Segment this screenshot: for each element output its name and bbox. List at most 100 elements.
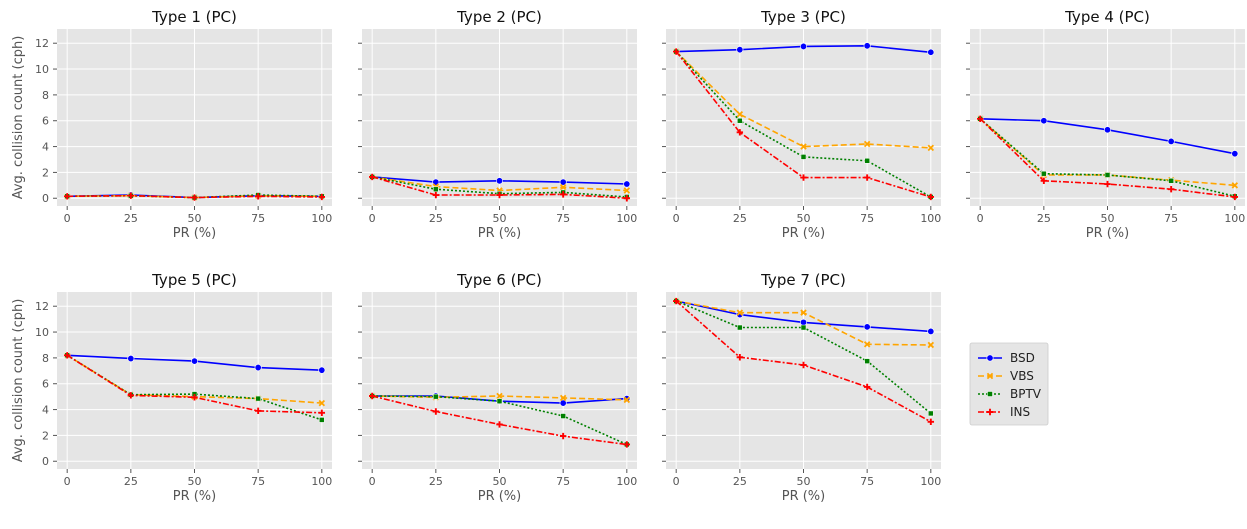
data-point-bptv [255, 395, 261, 402]
data-point-bsd [863, 323, 871, 331]
data-point-bptv [319, 417, 325, 423]
data-point-bptv [800, 154, 807, 160]
data-point-ins [1167, 186, 1175, 193]
data-point-ins [672, 48, 680, 55]
data-point-ins [191, 394, 198, 401]
data-point-ins [1104, 180, 1111, 188]
data-point-vbs [559, 184, 567, 191]
data-point-ins [800, 361, 807, 369]
x-tick-label: 0 [673, 212, 680, 225]
data-point-vbs [800, 143, 807, 150]
data-point-ins [63, 193, 71, 200]
x-tick-label: 100 [1224, 212, 1245, 225]
x-tick-label: 50 [188, 212, 202, 225]
data-point-vbs [559, 394, 567, 402]
data-point-bptv [433, 186, 439, 192]
data-point-vbs [623, 187, 631, 194]
x-axis-label: PR (%) [782, 226, 826, 241]
data-point-vbs [927, 144, 935, 152]
x-tick-label: 0 [977, 212, 984, 225]
data-point-ins [800, 174, 807, 181]
series-line-ins [67, 194, 322, 199]
x-tick-label: 25 [1037, 212, 1051, 225]
y-tick-label: 2 [42, 166, 49, 179]
data-point-vbs [623, 396, 631, 404]
data-point-vbs [496, 392, 503, 400]
data-point-ins [623, 441, 631, 448]
data-point-bsd [559, 178, 567, 186]
data-point-bptv [496, 398, 503, 404]
data-point-ins [368, 392, 376, 400]
y-tick-label: 0 [42, 455, 49, 468]
data-point-bsd [623, 180, 631, 188]
data-point-vbs [736, 309, 744, 316]
data-point-bsd [927, 327, 935, 335]
x-tick-label: 25 [733, 212, 747, 225]
data-point-ins [127, 192, 135, 199]
x-tick-label: 100 [920, 212, 941, 225]
x-tick-label: 0 [369, 212, 376, 225]
y-axis-label: Avg. collision count (cph) [11, 36, 26, 200]
data-point-ins [63, 352, 71, 359]
data-point-ins [318, 193, 326, 201]
x-tick-label: 0 [64, 475, 71, 488]
legend-label-ins: INS [1010, 405, 1030, 419]
panel-title: Type 7 (PC) [760, 271, 846, 289]
panel-3: 0 25 50 75 100 PR (%) Type 3 (PC) [662, 8, 941, 241]
x-tick-label: 50 [493, 475, 507, 488]
data-point-vbs [927, 341, 935, 349]
x-tick-label: 75 [860, 212, 874, 225]
series-line-ins [66, 354, 322, 414]
data-point-vbs [1231, 182, 1239, 189]
data-point-bsd [799, 318, 807, 326]
x-tick-label: 75 [251, 475, 265, 488]
series-line-vbs [675, 51, 931, 149]
data-point-ins [1231, 193, 1239, 201]
panel-5: 0 2 4 6 8 10 12 0 25 50 75 100 PR (%) Avg. collision … [11, 271, 332, 504]
y-tick-label: 8 [42, 352, 49, 365]
data-point-bsd [127, 355, 135, 363]
legend-marker-vbs [986, 372, 994, 380]
x-tick-label: 25 [124, 212, 138, 225]
data-point-bptv [928, 410, 934, 417]
panel-title: Type 4 (PC) [1064, 8, 1150, 26]
y-tick-label: 8 [42, 89, 49, 102]
x-tick-label: 75 [556, 212, 570, 225]
legend-marker-bptv [987, 391, 993, 397]
data-point-bptv [737, 324, 743, 331]
data-point-bsd [1104, 126, 1112, 134]
y-tick-label: 6 [42, 115, 49, 128]
x-tick-label: 75 [556, 475, 570, 488]
x-axis-label: PR (%) [173, 489, 217, 504]
x-tick-label: 25 [429, 212, 443, 225]
x-axis-label: PR (%) [173, 226, 217, 241]
data-point-bptv [1168, 178, 1174, 184]
data-point-vbs [318, 399, 326, 407]
data-point-bptv [1041, 170, 1047, 177]
data-point-bsd [432, 178, 440, 186]
data-point-bptv [1104, 172, 1111, 178]
data-point-ins [927, 418, 935, 426]
data-point-bsd [1167, 137, 1175, 145]
legend-marker-bsd [986, 354, 994, 362]
data-point-ins [127, 392, 135, 399]
x-tick-label: 0 [369, 475, 376, 488]
data-point-bsd [191, 357, 199, 365]
data-point-ins [863, 383, 871, 391]
data-point-ins [254, 193, 262, 200]
panel-2: 0 25 50 75 100 PR (%) Type 2 (PC) [358, 8, 637, 241]
x-axis-label: PR (%) [1086, 226, 1130, 241]
y-axis-label: Avg. collision count (cph) [11, 299, 26, 463]
series-line-bptv [67, 194, 322, 199]
y-tick-label: 12 [35, 300, 49, 313]
panel-title: Type 1 (PC) [151, 8, 237, 26]
y-tick-label: 0 [42, 192, 49, 205]
y-tick-label: 12 [35, 37, 49, 50]
data-point-ins [1040, 177, 1048, 185]
x-tick-label: 0 [64, 212, 71, 225]
data-point-ins [432, 191, 440, 199]
x-axis-label: PR (%) [478, 489, 522, 504]
panel-6: 0 25 50 75 100 PR (%) Type 6 (PC) [358, 271, 637, 504]
series-line-bptv [979, 118, 1235, 198]
